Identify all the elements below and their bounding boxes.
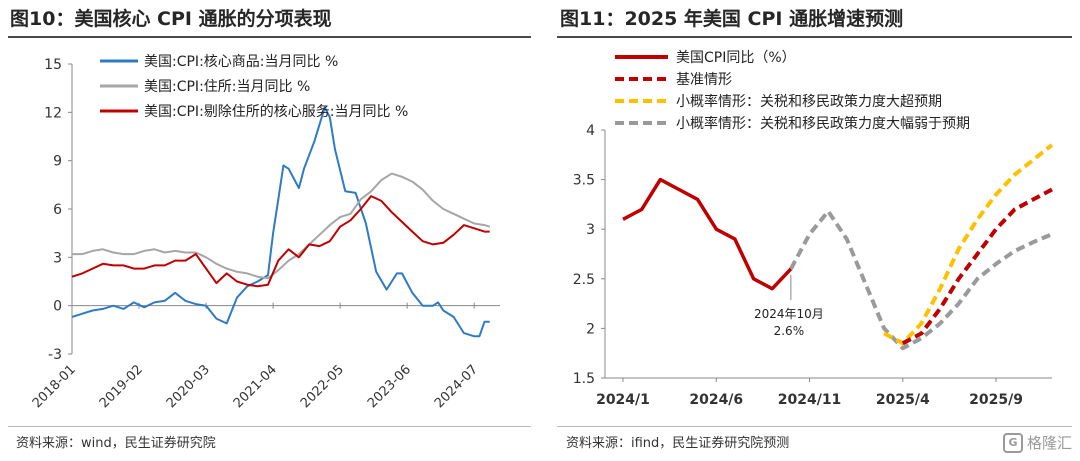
y-tick-label: 6 — [53, 202, 62, 218]
right-line-chart: 1.5 2 2.5 3 3.5 4 2024/1 2024/6 2024/11 2025/4 202… — [573, 50, 1054, 408]
watermark: G 格隆汇 — [1002, 432, 1072, 453]
legend-label-4: 小概率情形：关税和移民政策力度大幅弱于预期 — [676, 115, 970, 132]
y-tick-label: 1.5 — [573, 371, 595, 387]
left-title-rule — [8, 36, 531, 38]
y-tick-label: -3 — [48, 347, 62, 363]
legend-label-1: 美国CPI同比（%） — [676, 50, 796, 66]
right-source-note: 资料来源：ifind，民生证券研究院预测 — [566, 436, 790, 451]
series-line-1 — [622, 177, 793, 291]
watermark-label: 格隆汇 — [1026, 434, 1072, 452]
y-tick-label: 0 — [53, 299, 62, 315]
right-title-rule — [557, 36, 1072, 38]
y-tick-label: 9 — [53, 154, 62, 170]
series-line-3 — [883, 143, 1054, 346]
series-line-3 — [71, 195, 490, 288]
series-line-4 — [789, 209, 1053, 351]
y-tick-label: 2.5 — [573, 272, 595, 288]
annotation-text-2: 2.6% — [774, 324, 805, 338]
legend-label-2: 美国:CPI:住所:当月同比 % — [144, 79, 310, 95]
left-source-rule — [8, 426, 531, 427]
series-line-2 — [72, 172, 490, 280]
legend-label-3: 小概率情形：关税和移民政策力度大超预期 — [676, 93, 942, 110]
y-tick-label: 3 — [586, 222, 595, 238]
y-tick-label: 3 — [53, 250, 62, 266]
right-chart-title: 图11：2025 年美国 CPI 通胀增速预测 — [560, 8, 904, 30]
x-tick-label: 2024/11 — [778, 392, 842, 408]
left-source-note: 资料来源：wind，民生证券研究院 — [16, 436, 216, 451]
series-line-2 — [901, 187, 1053, 346]
watermark-logo-icon: G — [1002, 432, 1023, 453]
x-tick-label: 2024/6 — [689, 392, 743, 408]
legend-label-3: 美国:CPI:剔除住所的核心服务:当月同比 % — [144, 104, 408, 120]
legend-label-2: 基准情形 — [676, 71, 732, 88]
y-tick-label: 4 — [586, 123, 595, 139]
legend-label-1: 美国:CPI:核心商品:当月同比 % — [144, 54, 338, 70]
y-tick-label: 12 — [44, 105, 62, 121]
x-tick-label: 2025/4 — [876, 392, 930, 408]
x-tick-label: 2025/9 — [969, 392, 1023, 408]
left-chart-title: 图10：美国核心 CPI 通胀的分项表现 — [10, 8, 332, 30]
annotation-text-1: 2024年10月 — [754, 307, 824, 321]
y-tick-label: 3.5 — [573, 173, 595, 189]
series-line-1 — [71, 106, 490, 338]
x-tick-label: 2024/1 — [596, 392, 650, 408]
y-tick-label: 15 — [44, 57, 62, 73]
y-tick-label: 2 — [586, 321, 595, 337]
right-source-rule — [557, 426, 1072, 427]
